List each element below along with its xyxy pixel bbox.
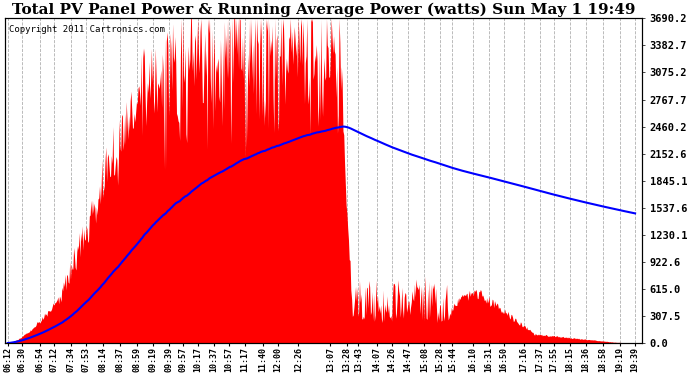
Title: Total PV Panel Power & Running Average Power (watts) Sun May 1 19:49: Total PV Panel Power & Running Average P… — [12, 3, 635, 17]
Text: Copyright 2011 Cartronics.com: Copyright 2011 Cartronics.com — [8, 25, 164, 34]
